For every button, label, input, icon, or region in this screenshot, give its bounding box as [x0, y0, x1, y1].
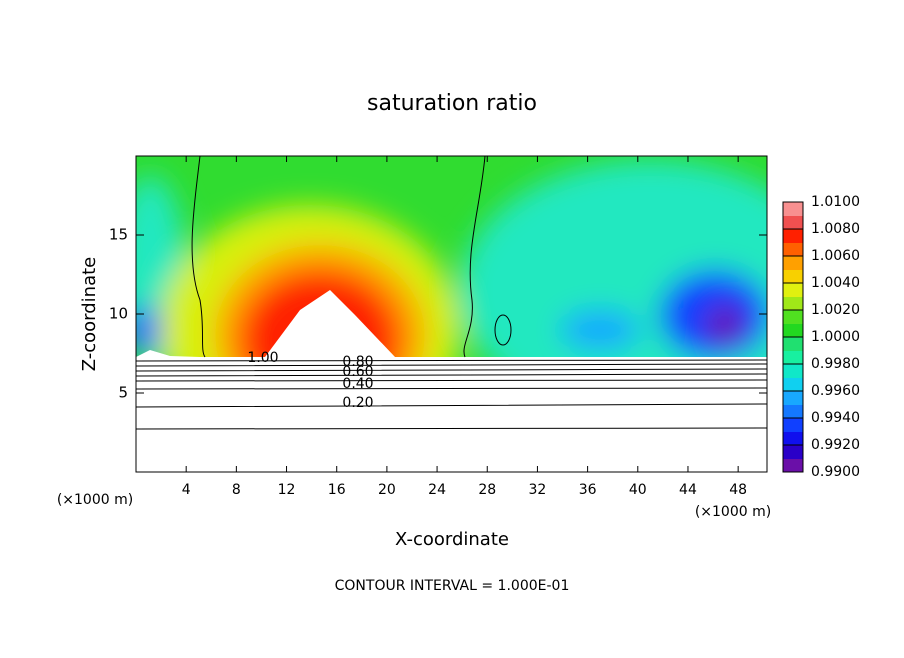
colorbar-label: 1.0020 — [811, 302, 860, 318]
colorbar-swatch — [783, 256, 803, 270]
colorbar-swatch — [783, 350, 803, 365]
colorbar-swatch — [783, 364, 803, 378]
y-unit: (×1000 m) — [57, 492, 133, 508]
contour-label: 0.80 — [342, 354, 373, 370]
colorbar-swatch — [783, 215, 803, 230]
x-tick-label: 12 — [278, 482, 296, 498]
colorbar-label: 1.0060 — [811, 248, 860, 264]
colorbar-swatch — [783, 310, 803, 324]
colorbar-label: 1.0080 — [811, 221, 860, 237]
colorbar-swatch — [783, 418, 803, 432]
colorbar-swatch — [783, 269, 803, 284]
colorbar-swatch — [783, 391, 803, 405]
y-axis-label: Z-coordinate — [79, 257, 100, 372]
colorbar-label: 0.9920 — [811, 437, 860, 453]
colorbar-swatch — [783, 242, 803, 257]
colorbar-label: 0.9940 — [811, 410, 860, 426]
colorbar-swatch — [783, 458, 803, 473]
x-tick-label: 24 — [428, 482, 446, 498]
colorbar-label: 1.0000 — [811, 329, 860, 345]
x-tick-label: 16 — [328, 482, 346, 498]
colorbar-swatch — [783, 323, 803, 338]
x-tick-label: 20 — [378, 482, 396, 498]
x-tick-label: 32 — [529, 482, 547, 498]
colorbar-swatch — [783, 431, 803, 446]
chart-title: saturation ratio — [367, 91, 537, 116]
x-tick-label: 4 — [182, 482, 191, 498]
x-tick-label: 8 — [232, 482, 241, 498]
colorbar-swatch — [783, 229, 803, 243]
x-tick-label: 48 — [729, 482, 747, 498]
x-axis-label: X-coordinate — [395, 529, 509, 550]
x-tick-label: 40 — [629, 482, 647, 498]
contour-label: 1.00 — [247, 350, 278, 366]
footer: CONTOUR INTERVAL = 1.000E-01 — [335, 578, 570, 594]
y-tick-label: 5 — [118, 384, 128, 402]
x-tick-label: 44 — [679, 482, 697, 498]
colorbar-label: 0.9980 — [811, 356, 860, 372]
x-tick-label: 28 — [478, 482, 496, 498]
x-unit: (×1000 m) — [695, 504, 771, 520]
colorbar-label: 1.0100 — [811, 194, 860, 210]
colorbar-swatch — [783, 337, 803, 351]
colorbar-swatch — [783, 283, 803, 297]
colorbar-swatch — [783, 404, 803, 419]
contour-label: 0.40 — [342, 376, 373, 392]
colorbar-label: 0.9960 — [811, 383, 860, 399]
contour-label: 0.60 — [342, 364, 373, 380]
colorbar-swatch — [783, 377, 803, 392]
colorbar-label: 1.0040 — [811, 275, 860, 291]
x-tick-label: 36 — [579, 482, 597, 498]
y-tick-label: 15 — [109, 226, 128, 244]
colorbar-swatch — [783, 445, 803, 459]
colorbar-swatch — [783, 202, 803, 216]
field — [136, 156, 767, 472]
contour-label: 0.20 — [342, 395, 373, 411]
colorbar-label: 0.9900 — [811, 464, 860, 480]
colorbar-swatch — [783, 296, 803, 311]
y-tick-label: 10 — [109, 305, 128, 323]
